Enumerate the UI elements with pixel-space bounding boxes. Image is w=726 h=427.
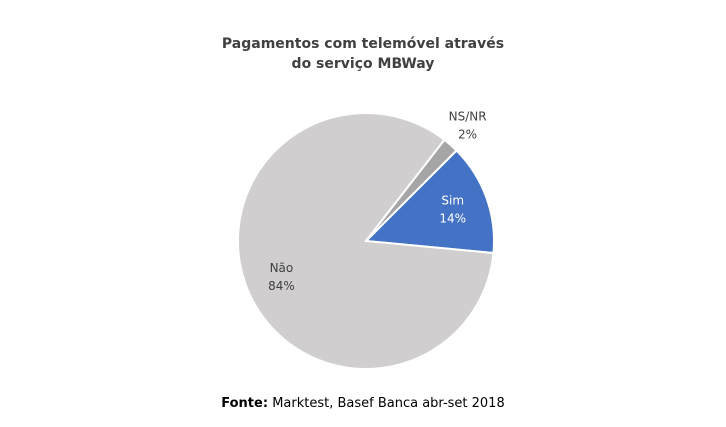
category-label: NS/NR bbox=[449, 109, 487, 123]
pie-slice bbox=[365, 138, 458, 242]
value-label: 2% bbox=[458, 127, 477, 141]
pie-slice bbox=[363, 149, 495, 255]
chart-title: Pagamentos com telemóvel através do serv… bbox=[221, 36, 505, 72]
pie-slice bbox=[237, 112, 495, 370]
source-text: Marktest, Basef Banca abr-set 2018 bbox=[272, 396, 505, 411]
category-label: Sim bbox=[441, 193, 464, 207]
category-label: Não bbox=[270, 261, 294, 275]
source-label: Fonte: bbox=[221, 396, 269, 411]
value-label: 14% bbox=[439, 211, 466, 225]
source: Fonte: Marktest, Basef Banca abr-set 201… bbox=[0, 396, 726, 411]
value-label: 84% bbox=[268, 279, 295, 293]
